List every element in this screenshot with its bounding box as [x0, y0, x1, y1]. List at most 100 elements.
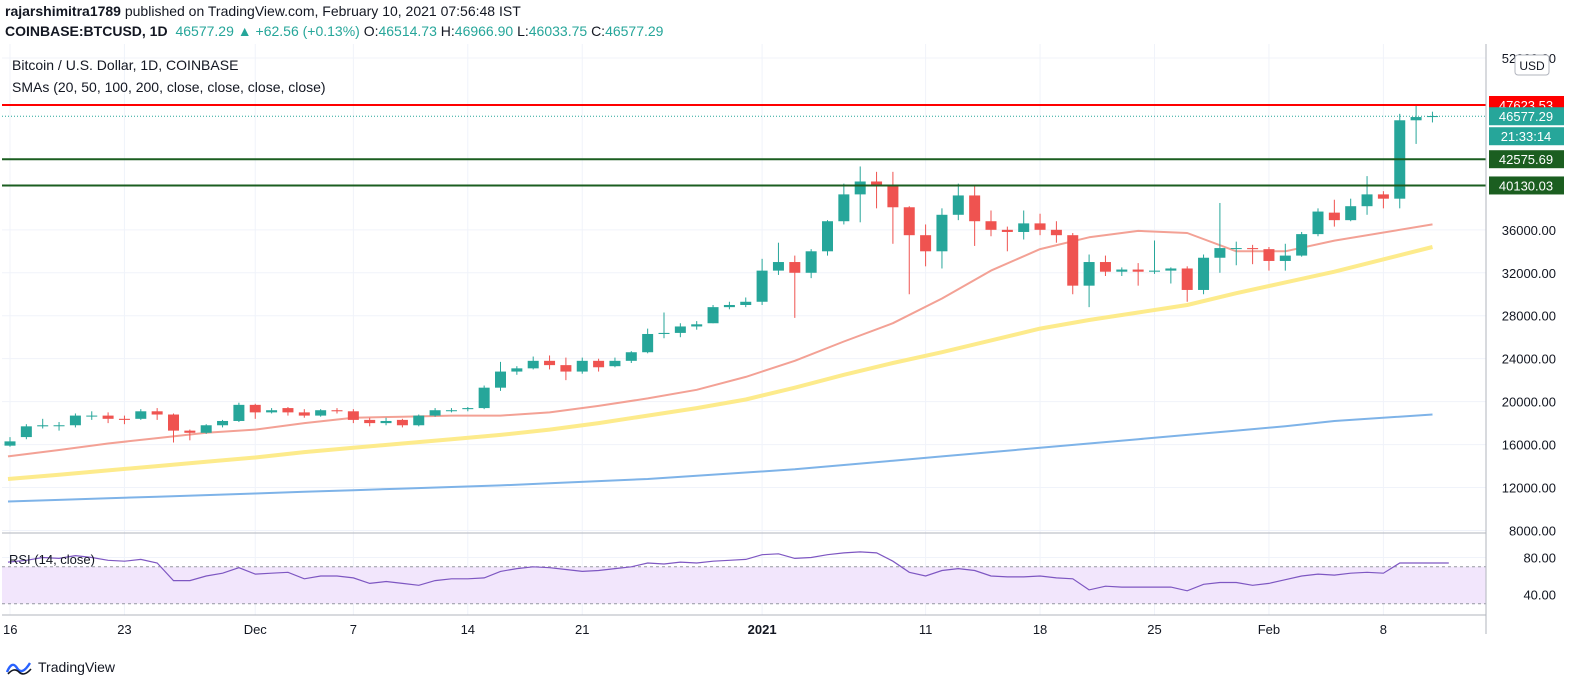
candle[interactable] [691, 321, 703, 330]
candle-body[interactable] [1247, 248, 1259, 250]
candle[interactable] [184, 429, 196, 441]
candle[interactable] [102, 412, 114, 424]
candle-body[interactable] [527, 360, 539, 369]
candle[interactable] [920, 224, 932, 267]
candle-body[interactable] [1263, 249, 1275, 261]
candle[interactable] [1083, 254, 1095, 308]
candle-body[interactable] [1050, 229, 1062, 236]
candle-body[interactable] [691, 324, 703, 327]
candle-body[interactable] [1116, 269, 1128, 272]
candle-body[interactable] [871, 181, 883, 186]
candle-body[interactable] [69, 415, 81, 426]
candle[interactable] [1132, 263, 1144, 286]
candle[interactable] [396, 418, 408, 428]
tradingview-footer[interactable]: TradingView [6, 656, 115, 678]
candle-body[interactable] [854, 181, 866, 195]
candle-body[interactable] [4, 441, 16, 446]
candle-body[interactable] [53, 425, 65, 427]
legend-title[interactable]: Bitcoin / U.S. Dollar, 1D, COINBASE [12, 57, 238, 73]
candle-body[interactable] [1181, 268, 1193, 290]
candle-body[interactable] [1067, 235, 1079, 286]
candle[interactable] [1312, 208, 1324, 237]
candle-body[interactable] [707, 307, 719, 324]
candle[interactable] [1099, 255, 1111, 276]
candle-body[interactable] [985, 221, 997, 230]
candle-body[interactable] [887, 185, 899, 208]
candle-body[interactable] [1132, 269, 1144, 272]
candle-body[interactable] [217, 420, 229, 426]
candle-body[interactable] [920, 235, 932, 252]
candle-body[interactable] [1214, 248, 1226, 258]
candle[interactable] [266, 408, 278, 414]
candle-body[interactable] [936, 214, 948, 252]
candle[interactable] [658, 312, 670, 339]
candle[interactable] [380, 417, 392, 426]
currency-button[interactable] [1514, 54, 1550, 76]
candle[interactable] [1050, 221, 1062, 243]
candle[interactable] [544, 355, 556, 370]
candle-body[interactable] [168, 414, 179, 431]
candle[interactable] [1410, 105, 1422, 144]
legend-sma[interactable]: SMAs (20, 50, 100, 200, close, close, cl… [12, 79, 326, 95]
candle[interactable] [1214, 202, 1226, 273]
candle[interactable] [331, 408, 343, 414]
candle[interactable] [200, 424, 212, 434]
candle[interactable] [969, 185, 981, 246]
candle[interactable] [1361, 176, 1373, 215]
candle-body[interactable] [642, 333, 654, 353]
candle[interactable] [707, 304, 719, 324]
candle[interactable] [1377, 191, 1389, 209]
candle[interactable] [1067, 233, 1079, 295]
candle[interactable] [1001, 226, 1013, 252]
candles[interactable] [4, 105, 1438, 447]
legend-rsi[interactable]: RSI (14, close) [9, 552, 95, 567]
candle[interactable] [37, 418, 49, 429]
candle-body[interactable] [674, 326, 686, 333]
candle-body[interactable] [315, 410, 327, 416]
candle[interactable] [315, 409, 327, 417]
candle[interactable] [985, 210, 997, 237]
candle[interactable] [478, 385, 490, 410]
candle-body[interactable] [1099, 262, 1111, 272]
candle-body[interactable] [37, 425, 49, 427]
candle-body[interactable] [805, 251, 817, 273]
candle-body[interactable] [462, 408, 474, 410]
candle-body[interactable] [822, 221, 833, 252]
candle[interactable] [1018, 210, 1030, 240]
candle-body[interactable] [495, 371, 506, 388]
candle[interactable] [674, 323, 686, 338]
candle-body[interactable] [1034, 223, 1046, 230]
candle[interactable] [135, 409, 147, 420]
candle-body[interactable] [1018, 223, 1030, 232]
candle[interactable] [527, 356, 539, 370]
candle-body[interactable] [1345, 206, 1357, 221]
candle[interactable] [1296, 231, 1308, 257]
candle[interactable] [364, 417, 376, 427]
candle[interactable] [756, 258, 768, 305]
candle[interactable] [772, 242, 784, 275]
candle[interactable] [495, 361, 506, 391]
candle[interactable] [347, 409, 359, 424]
candle[interactable] [805, 249, 817, 279]
candle-body[interactable] [102, 415, 114, 419]
candle[interactable] [560, 357, 572, 381]
candle-body[interactable] [331, 410, 343, 412]
candle-body[interactable] [511, 368, 523, 372]
candle-body[interactable] [380, 420, 392, 424]
candle[interactable] [217, 419, 229, 428]
price-axis[interactable]: 8000.00 12000.00 16000.00 20000.00 24000.00 2… [1502, 51, 1556, 539]
candle-body[interactable] [429, 410, 441, 416]
candle[interactable] [871, 171, 883, 209]
candle[interactable] [168, 413, 179, 443]
rsi-axis[interactable]: 40.00 80.00 [1523, 551, 1556, 603]
candle-body[interactable] [1149, 270, 1160, 272]
candle[interactable] [1165, 267, 1177, 284]
candle-body[interactable] [1410, 117, 1422, 121]
candle[interactable] [1279, 243, 1291, 271]
candle[interactable] [593, 358, 605, 372]
candle[interactable] [625, 351, 637, 363]
candle[interactable] [1247, 244, 1259, 265]
candle-body[interactable] [1312, 211, 1324, 235]
candle[interactable] [282, 407, 294, 416]
candle[interactable] [723, 301, 735, 310]
